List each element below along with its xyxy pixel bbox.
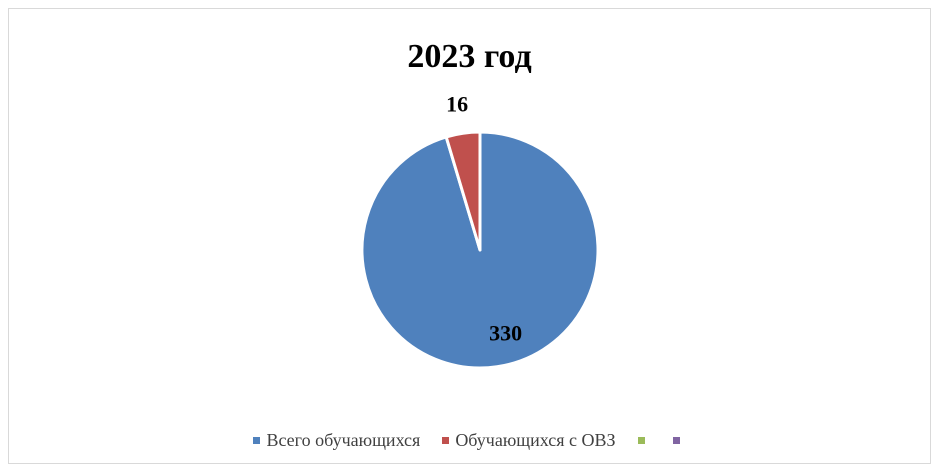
legend-item-ovz: Обучающихся с ОВЗ — [442, 430, 616, 451]
chart-legend: Всего обучающихся Обучающихся с ОВЗ — [0, 430, 939, 451]
legend-label-total: Всего обучающихся — [266, 430, 421, 450]
chart-title: 2023 год — [407, 38, 532, 75]
data-label-1: 330 — [489, 320, 522, 345]
legend-swatch-series-3 — [637, 437, 645, 444]
legend-label-ovz: Обучающихся с ОВЗ — [455, 430, 616, 450]
data-label-2: 16 — [446, 92, 468, 117]
legend-swatch-total — [253, 437, 261, 444]
legend-swatch-series-4 — [672, 437, 680, 444]
legend-item-total: Всего обучающихся — [253, 430, 420, 451]
legend-item-series-4 — [672, 437, 686, 444]
legend-swatch-ovz — [442, 437, 450, 444]
legend-item-series-3 — [637, 437, 651, 444]
pie-slice-2 — [444, 130, 482, 252]
